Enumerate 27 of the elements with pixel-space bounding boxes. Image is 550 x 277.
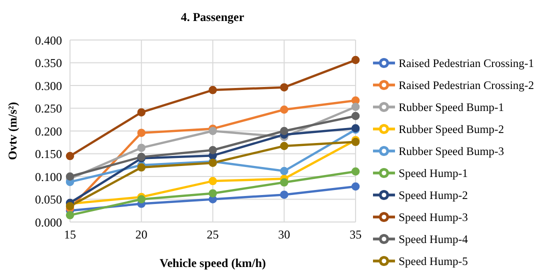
x-tick-label: 35 [350, 228, 362, 242]
legend-label: Raised Pedestrian Crossing-2 [398, 80, 534, 92]
legend-label: Rubber Speed Bump-2 [398, 124, 504, 136]
legend-label: Rubber Speed Bump-3 [398, 146, 504, 158]
legend-label: Rubber Speed Bump-1 [398, 102, 504, 114]
y-tick-label: 0.100 [35, 170, 62, 184]
legend-label: Speed Hump-1 [398, 168, 468, 180]
legend-label: Speed Hump-5 [398, 256, 468, 268]
y-tick-label: 0.150 [35, 147, 62, 162]
y-tick-label: 0.250 [35, 102, 62, 116]
y-tick-label: 0.200 [35, 124, 62, 138]
x-tick-label: 25 [206, 228, 219, 242]
y-tick-label: 0.050 [35, 192, 62, 207]
chart-title: 4. Passenger [180, 10, 246, 25]
legend-label: Speed Hump-3 [398, 212, 468, 224]
y-tick-label: 0.400 [35, 33, 62, 48]
legend-label: Speed Hump-2 [398, 190, 468, 202]
x-tick-label: 30 [278, 228, 290, 242]
x-axis-title: Vehicle speed (km/h) [160, 256, 266, 270]
y-axis-title: Ovtv (m/s²) [5, 102, 20, 160]
legend-label: Speed Hump-4 [398, 234, 468, 246]
y-tick-label: 0.350 [35, 56, 62, 70]
x-tick-label: 20 [135, 228, 148, 242]
y-tick-label: 0.000 [35, 215, 62, 230]
x-tick-label: 15 [64, 228, 76, 242]
y-tick-label: 0.300 [35, 78, 62, 93]
legend-label: Raised Pedestrian Crossing-1 [398, 58, 534, 70]
